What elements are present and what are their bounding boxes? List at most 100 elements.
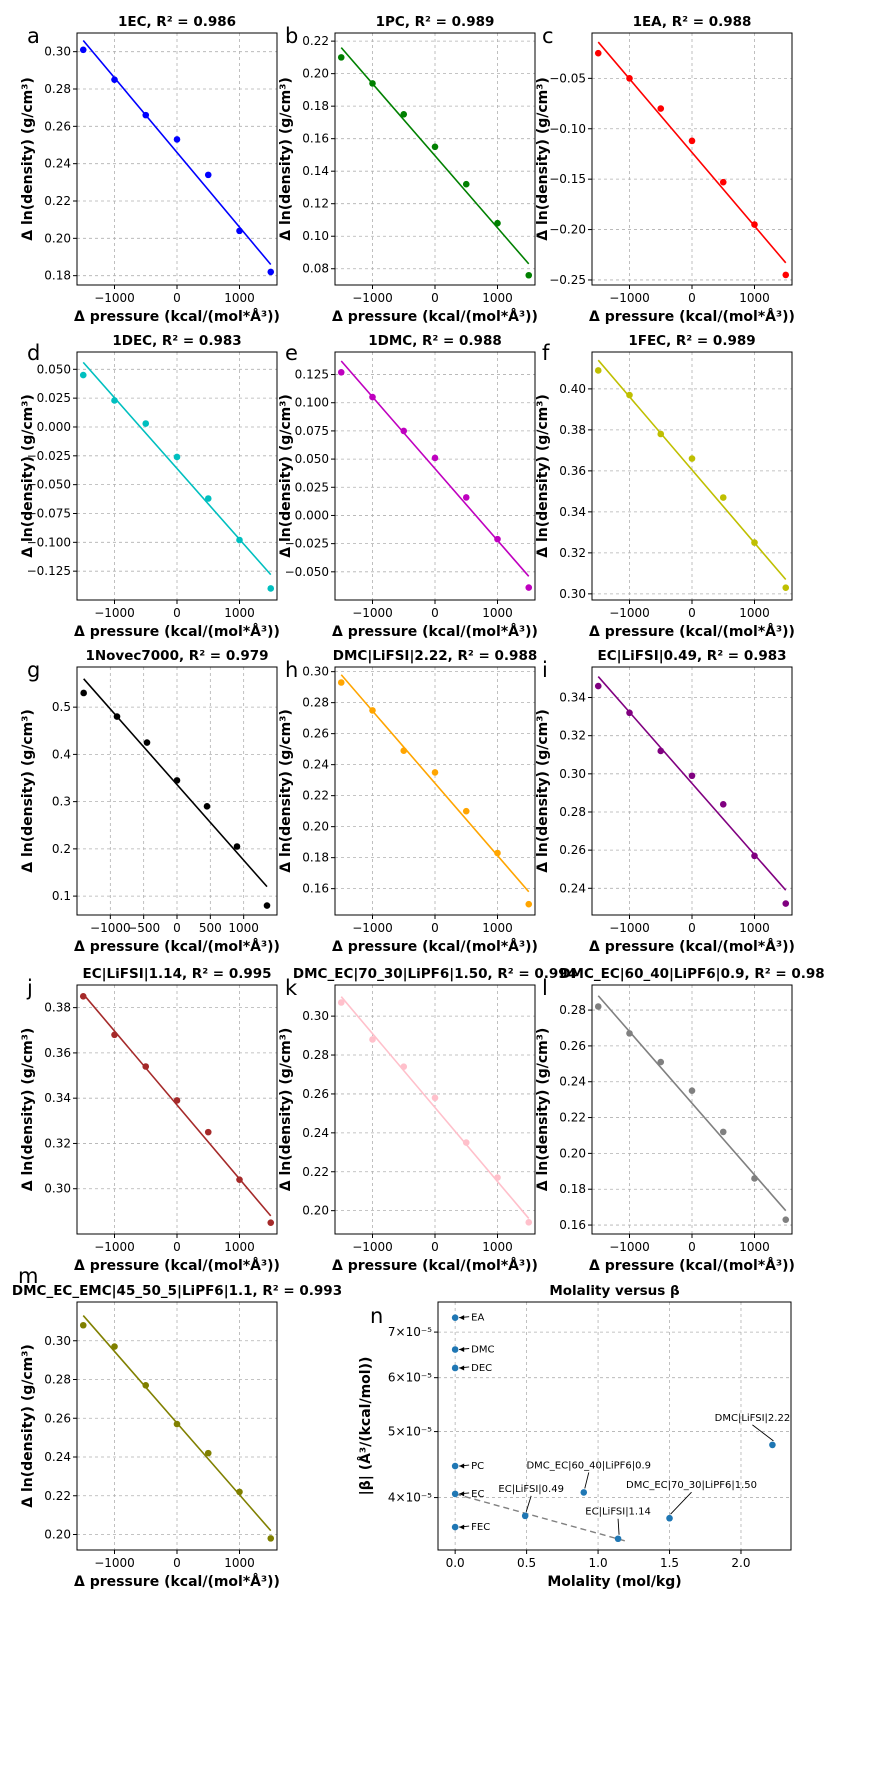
x-tick-label: 1000 [482, 921, 513, 935]
data-point [142, 111, 150, 119]
x-tick-label: −1000 [94, 1556, 135, 1570]
data-point [142, 1382, 150, 1389]
data-point [142, 1063, 150, 1070]
y-tick-label: 0.28 [302, 1048, 329, 1062]
point-label: DEC [471, 1363, 492, 1374]
data-point [233, 843, 241, 850]
panel-letter: f [542, 341, 550, 365]
y-tick-label: 0.30 [44, 1182, 71, 1196]
y-tick-label: 0.24 [559, 1075, 586, 1089]
data-point [173, 1097, 181, 1104]
data-point [236, 227, 243, 235]
arrow-head [459, 1463, 465, 1469]
y-tick-label: 0.075 [295, 424, 329, 438]
x-tick-label: 1000 [228, 921, 259, 935]
arrow-head [459, 1524, 465, 1530]
data-point [173, 453, 181, 461]
y-axis-label: Δ ln(density) (g/cm³) [278, 709, 294, 873]
y-tick-label: −0.25 [549, 273, 586, 287]
y-tick-label: 0.22 [302, 34, 329, 48]
data-point [204, 1449, 212, 1457]
panel-letter: a [27, 24, 40, 48]
data-point [451, 1490, 459, 1498]
data-point [79, 46, 87, 54]
data-point [173, 1420, 181, 1428]
panel-title: 1DMC, R² = 0.988 [368, 333, 502, 349]
x-tick-label: 0 [688, 291, 696, 305]
data-point [111, 1031, 118, 1039]
y-axis-label: Δ ln(density) (g/cm³) [20, 77, 36, 241]
data-point [79, 993, 87, 1000]
panel-b: −1000 0 1000 0.08 0.10 0.12 0.14 0.16 0.18 0.20 0.… [278, 14, 538, 325]
data-point [594, 682, 602, 690]
y-tick-label: 0.28 [559, 805, 586, 819]
y-tick-label: 0.40 [559, 382, 586, 396]
y-tick-label: 0.24 [302, 1126, 329, 1140]
y-tick-label: 0.050 [37, 362, 71, 376]
panel-title: 1DEC, R² = 0.983 [112, 333, 241, 349]
data-point [626, 75, 633, 82]
data-point [236, 1488, 243, 1496]
data-point [657, 105, 665, 112]
y-tick-label: 0.16 [559, 1218, 586, 1232]
data-point [263, 902, 271, 909]
x-tick-label: 1000 [224, 1556, 255, 1570]
x-tick-label: 0 [688, 606, 696, 620]
data-point [769, 1441, 776, 1449]
y-tick-label: 4×10⁻⁵ [388, 1491, 432, 1505]
y-tick-label: 0.100 [295, 396, 329, 410]
x-tick-label: 1000 [224, 291, 255, 305]
fit-line [597, 676, 787, 891]
x-tick-label: −1000 [94, 291, 135, 305]
annotation-arrow [670, 1491, 692, 1515]
y-axis-label: Δ ln(density) (g/cm³) [20, 1344, 36, 1508]
x-tick-label: 0 [431, 1240, 439, 1254]
x-tick-label: 1000 [739, 921, 770, 935]
y-tick-label: 0.30 [302, 1009, 329, 1023]
panel-title: 1FEC, R² = 0.989 [628, 333, 755, 349]
data-point [236, 536, 243, 544]
x-tick-label: −1000 [352, 291, 393, 305]
panel-title: DMC|LiFSI|2.22, R² = 0.988 [333, 648, 537, 664]
data-point [688, 772, 696, 780]
y-tick-label: 0.12 [302, 197, 329, 211]
data-point [462, 494, 470, 501]
point-label: DMC|LiFSI|2.22 [715, 1413, 791, 1424]
y-tick-label: −0.20 [549, 223, 586, 237]
panel-letter: c [542, 24, 554, 48]
x-tick-label: −500 [127, 921, 160, 935]
y-axis-label: Δ ln(density) (g/cm³) [20, 1028, 36, 1192]
data-point [204, 171, 212, 179]
y-tick-label: 0.30 [44, 1334, 71, 1348]
panel-title: EC|LiFSI|1.14, R² = 0.995 [82, 966, 271, 982]
y-tick-label: 0.36 [559, 464, 586, 478]
data-point [204, 495, 212, 502]
x-axis-label: Δ pressure (kcal/(mol*Å³)) [589, 623, 795, 640]
data-point [203, 803, 211, 810]
y-tick-label: −0.025 [285, 537, 329, 551]
y-tick-label: −0.050 [27, 478, 71, 492]
panel-j: −1000 0 1000 0.30 0.32 0.34 0.36 0.38 EC|LiFSI|1… [20, 966, 280, 1274]
x-tick-label: 0.0 [446, 1556, 465, 1570]
y-tick-label: 0.18 [44, 269, 71, 283]
y-tick-label: 0.22 [44, 194, 71, 208]
y-axis-label: Δ ln(density) (g/cm³) [278, 77, 294, 241]
point-label: DMC_EC|60_40|LiPF6|0.9 [526, 1460, 651, 1471]
data-point [173, 777, 181, 784]
data-point [451, 1346, 459, 1353]
data-point [267, 1535, 275, 1542]
axes-frame [437, 1301, 792, 1551]
panel-title: EC|LiFSI|0.49, R² = 0.983 [597, 648, 786, 664]
point-label: PC [471, 1461, 484, 1472]
panel-letter: b [285, 24, 298, 48]
x-tick-label: 0 [173, 1556, 181, 1570]
panel-title: DMC_EC_EMC|45_50_5|LiPF6|1.1, R² = 0.993 [12, 1283, 342, 1299]
point-label: EC|LiFSI|0.49 [498, 1484, 564, 1495]
annotation-arrow [525, 1495, 532, 1512]
data-point [751, 1175, 758, 1182]
x-tick-label: 1000 [739, 1240, 770, 1254]
y-tick-label: 0.18 [302, 99, 329, 113]
y-tick-label: −0.050 [285, 565, 329, 579]
panel-title: DMC_EC|70_30|LiPF6|1.50, R² = 0.994 [293, 966, 577, 982]
y-tick-label: 0.08 [302, 262, 329, 276]
